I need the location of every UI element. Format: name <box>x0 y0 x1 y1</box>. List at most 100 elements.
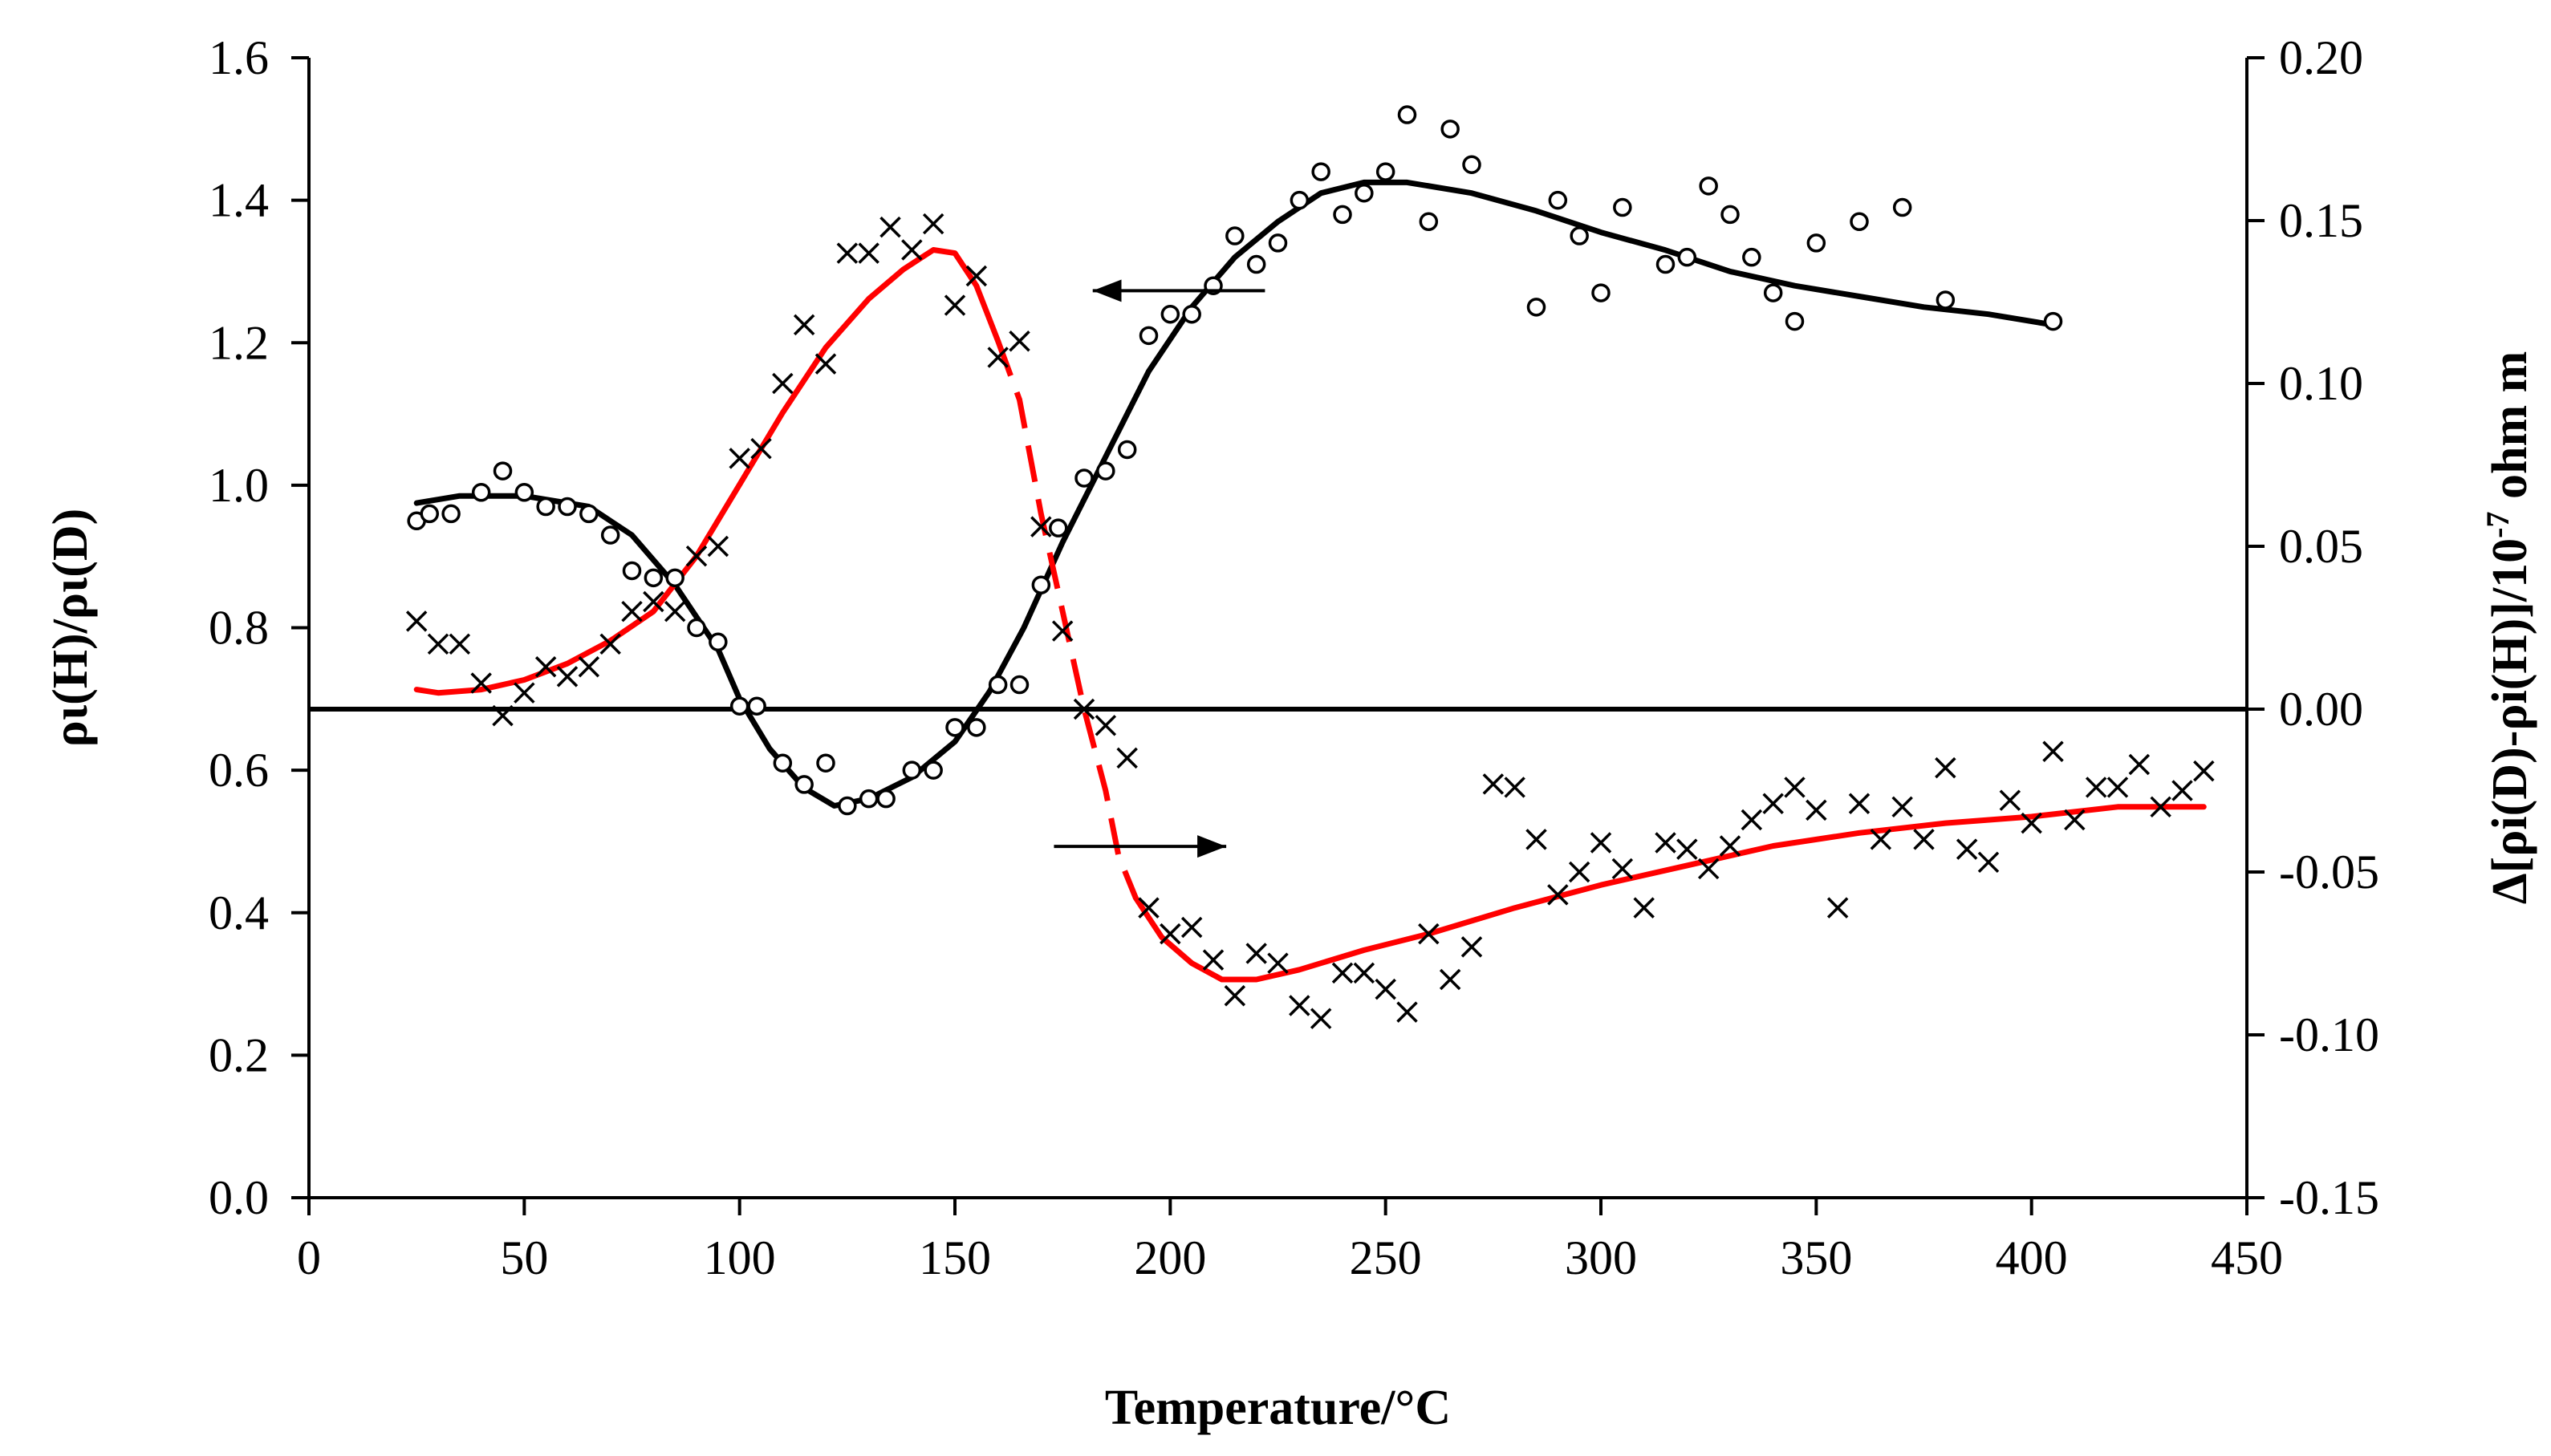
ratio-point <box>1591 283 1611 302</box>
ratio-point <box>1225 226 1245 245</box>
x-tick-label: 450 <box>2211 1231 2283 1284</box>
difference-point <box>1826 897 1849 919</box>
difference-point <box>685 545 708 567</box>
difference-point <box>1590 832 1612 854</box>
difference-point <box>814 353 837 375</box>
difference-point <box>643 590 664 613</box>
difference-point <box>405 610 428 632</box>
difference-point <box>1267 952 1289 974</box>
ratio-point <box>1419 212 1439 232</box>
difference-point <box>1482 773 1505 795</box>
x-tick-label: 150 <box>919 1231 991 1284</box>
ratio-point <box>665 568 684 588</box>
difference-point <box>2106 777 2129 798</box>
difference-point <box>427 633 449 655</box>
ratio-point <box>622 561 642 581</box>
ratio-point <box>1548 190 1568 210</box>
ratio-point <box>1397 105 1417 124</box>
difference-point <box>1202 949 1225 971</box>
difference-point <box>1095 715 1117 736</box>
ratio-point <box>1677 247 1697 267</box>
ratio-point <box>600 525 620 545</box>
difference-point <box>1977 851 2000 874</box>
ratio-point <box>579 504 599 524</box>
left-y-tick-label: 0.0 <box>209 1171 269 1224</box>
ratio-point <box>1311 162 1330 181</box>
difference-point <box>664 600 686 623</box>
difference-point <box>1848 793 1871 814</box>
ratio-point <box>1074 468 1094 488</box>
x-tick-label: 400 <box>1996 1231 2068 1284</box>
difference-point <box>1741 809 1763 831</box>
ratio-point <box>1440 120 1460 139</box>
difference-point <box>1913 829 1935 850</box>
difference-point <box>1180 916 1203 939</box>
difference-point <box>1697 858 1720 880</box>
difference-point <box>1396 1001 1418 1023</box>
ratio-point <box>1246 254 1266 274</box>
difference-point <box>621 600 643 623</box>
difference-point <box>1116 747 1138 769</box>
ratio-point <box>1333 205 1352 225</box>
ratio-point <box>1160 304 1180 324</box>
ratio-point <box>1009 675 1030 695</box>
difference-point <box>470 672 492 694</box>
ratio-point <box>1096 461 1115 481</box>
difference-point <box>1160 923 1181 945</box>
ratio-point <box>838 796 857 816</box>
left-y-axis-title: ρι(H)/ρι(D) <box>43 509 98 748</box>
ratio-point <box>794 775 814 794</box>
difference-point <box>793 314 815 336</box>
left-y-tick-label: 0.6 <box>209 744 269 797</box>
difference-point <box>534 655 557 678</box>
difference-point <box>707 535 729 558</box>
ratio-point <box>1850 212 1869 232</box>
difference-point <box>1676 838 1698 860</box>
difference-point <box>1719 835 1741 857</box>
ratio-point <box>1655 254 1676 274</box>
left-y-tick-label: 1.6 <box>209 31 269 84</box>
difference-point <box>1418 923 1440 945</box>
right-y-tick-label: 0.05 <box>2279 520 2363 573</box>
ratio-point <box>514 483 534 502</box>
left-y-tick-label: 0.8 <box>209 602 269 655</box>
difference-point <box>514 682 535 704</box>
ratio-point <box>471 483 491 502</box>
difference-point <box>1999 789 2021 811</box>
ratio-point <box>493 461 513 481</box>
x-axis-title: Temperature/°C <box>1105 1381 1451 1435</box>
axis-titles: Temperature/°C ρι(H)/ρι(D) Δ[ρi(D)-ρi(H)… <box>43 351 2537 1435</box>
ratio-point <box>859 789 879 809</box>
ratio-point <box>1117 440 1137 460</box>
ratio-point <box>1720 205 1740 225</box>
difference-point <box>1375 978 1396 1000</box>
x-tick-label: 200 <box>1134 1231 1206 1284</box>
difference-point <box>578 655 600 678</box>
difference-point <box>965 265 988 287</box>
difference-point <box>1073 698 1095 720</box>
ratio-point <box>1699 176 1718 196</box>
ratio-point <box>773 753 793 773</box>
ratio-point <box>1785 311 1805 331</box>
data-points <box>405 105 2215 1029</box>
ratio-point <box>1892 197 1912 217</box>
difference-point <box>922 213 944 235</box>
left-y-tick-label: 0.2 <box>209 1028 269 1081</box>
ratio-point <box>924 760 943 780</box>
difference-trend-curve <box>1132 804 2207 983</box>
difference-point <box>944 294 966 316</box>
right-y-tick-label: -0.10 <box>2279 1008 2379 1061</box>
ratio-point <box>1763 283 1783 302</box>
difference-point <box>1009 330 1030 352</box>
difference-point <box>1547 884 1569 906</box>
difference-point <box>836 242 859 264</box>
left-y-tick-label: 1.2 <box>209 316 269 369</box>
axis-arrows <box>1054 279 1265 858</box>
difference-point <box>1504 777 1525 798</box>
right-y-tick-label: -0.05 <box>2279 846 2379 898</box>
difference-point <box>729 448 750 469</box>
difference-point <box>2150 796 2171 818</box>
ratio-point <box>1290 190 1310 210</box>
right-y-axis-title: Δ[ρi(D)-ρi(H)]/10-7 ohm m <box>2480 351 2538 905</box>
difference-point <box>1030 516 1052 537</box>
